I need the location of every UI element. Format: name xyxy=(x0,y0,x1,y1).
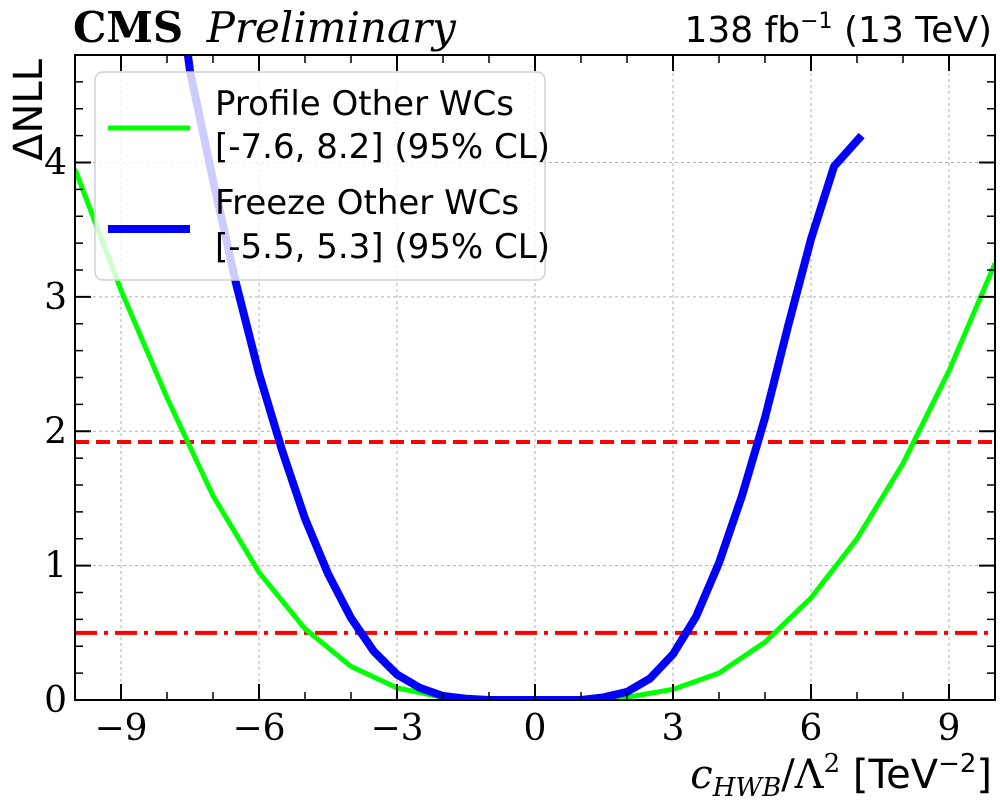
x-tick-label: 0 xyxy=(524,708,547,749)
x-label-subscript: HWB xyxy=(712,773,782,800)
status-label: Preliminary xyxy=(206,3,457,52)
ticks xyxy=(74,55,996,701)
threshold-lines xyxy=(75,440,995,635)
y-tick-label: 2 xyxy=(44,411,67,452)
x-axis-label: cHWB/Λ2 [TeV−2] xyxy=(690,749,992,800)
lumi-exponent: −1 xyxy=(800,9,832,34)
y-tick-label: 4 xyxy=(44,143,67,184)
x-tick-label: −9 xyxy=(94,708,147,749)
x-tick-label: 6 xyxy=(800,708,823,749)
legend-box xyxy=(94,71,546,281)
legend-profile-line1: Profile Other WCs xyxy=(215,84,514,124)
lumi-value: 138 fb xyxy=(684,10,800,51)
tick-labels: −9 −6 −3 0 3 6 9 0 1 2 3 4 xyxy=(44,143,960,750)
x-label-unit-exp: −2 xyxy=(938,749,976,779)
legend-freeze-line1: Freeze Other WCs xyxy=(215,183,519,223)
legend-profile-line2: [-7.6, 8.2] (95% CL) xyxy=(215,127,550,167)
x-tick-label: −6 xyxy=(232,708,285,749)
series-profile-other-wcs xyxy=(75,168,995,700)
x-tick-label: −3 xyxy=(370,708,423,749)
cms-label: CMS Preliminary xyxy=(73,3,457,52)
series-layer xyxy=(75,55,995,700)
legend-freeze-line2: [-5.5, 5.3] (95% CL) xyxy=(215,227,550,267)
x-label-lambda: /Λ xyxy=(781,752,824,798)
x-label-lambda-exp: 2 xyxy=(824,749,841,779)
x-label-unit-close: ] xyxy=(976,752,992,798)
y-axis-label: ΔNLL xyxy=(6,58,52,161)
experiment-name: CMS xyxy=(73,3,183,52)
x-tick-label: 9 xyxy=(938,708,961,749)
series-freeze-other-wcs xyxy=(183,55,865,700)
x-label-variable: c xyxy=(690,752,712,798)
lumi-label: 138 fb−1 (13 TeV) xyxy=(684,9,992,51)
x-label-unit: [TeV xyxy=(840,752,939,798)
energy-label: (13 TeV) xyxy=(833,10,992,51)
y-tick-label: 0 xyxy=(44,680,67,721)
y-tick-label: 3 xyxy=(44,277,67,318)
legend: Profile Other WCs [-7.6, 8.2] (95% CL) F… xyxy=(94,71,550,281)
x-tick-label: 3 xyxy=(662,708,685,749)
y-tick-label: 1 xyxy=(44,546,67,587)
